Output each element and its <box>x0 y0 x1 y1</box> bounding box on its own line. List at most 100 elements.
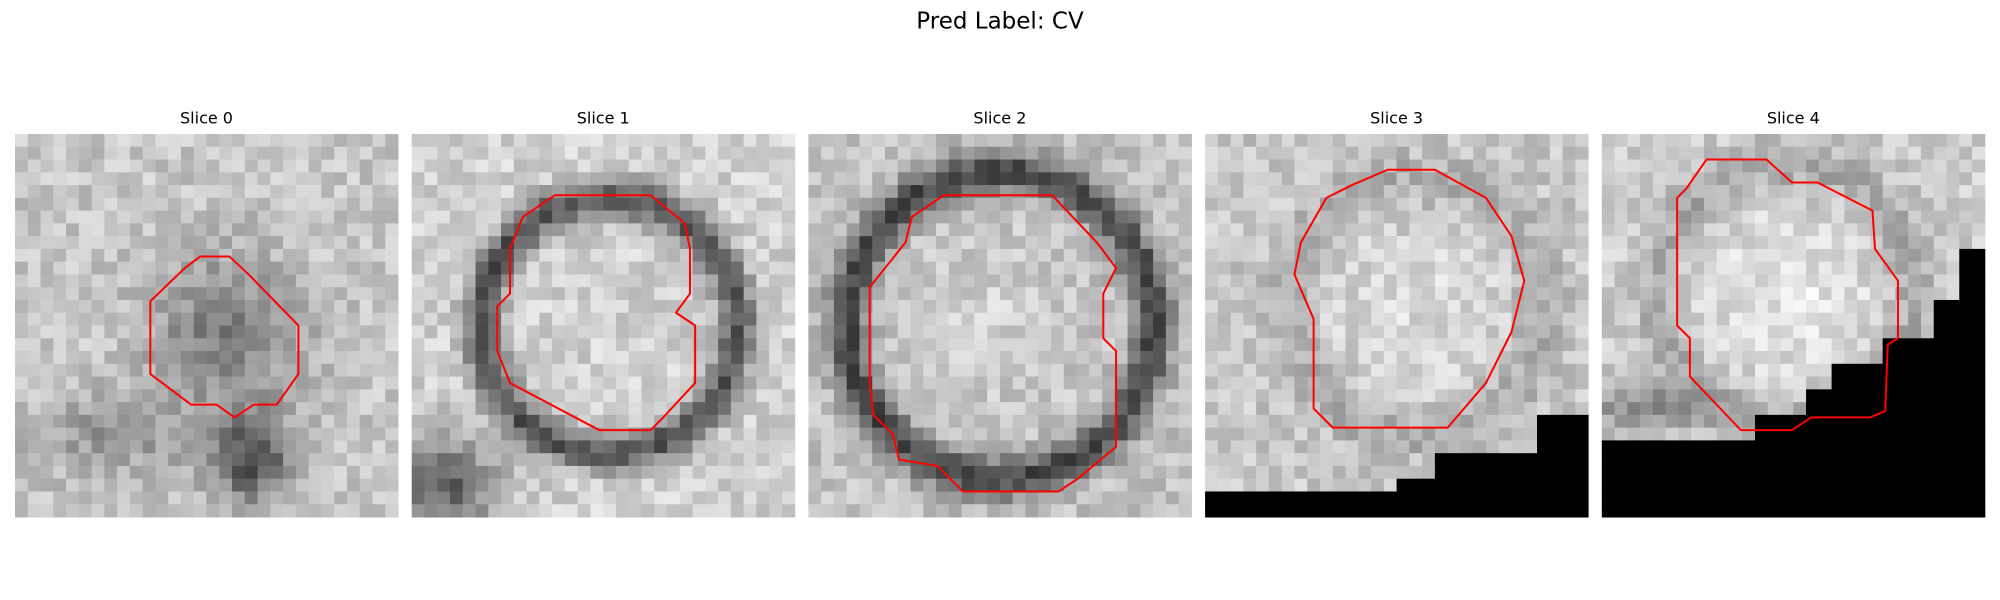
pixel <box>1473 504 1487 518</box>
pixel <box>359 134 373 148</box>
pixel <box>1114 223 1129 237</box>
pixel <box>1473 478 1487 492</box>
pixel <box>833 414 848 429</box>
pixel <box>104 159 118 173</box>
pixel <box>808 274 822 288</box>
pixel <box>180 338 195 352</box>
pixel <box>743 261 757 275</box>
pixel <box>1256 325 1270 339</box>
pixel <box>1485 504 1500 518</box>
pixel <box>104 465 118 480</box>
pixel <box>513 402 528 416</box>
pixel <box>1396 299 1410 314</box>
pixel <box>936 491 950 505</box>
pixel <box>564 453 579 467</box>
pixel <box>27 287 42 301</box>
pixel <box>910 223 924 237</box>
pixel <box>974 248 988 263</box>
pixel <box>1767 236 1782 250</box>
pixel <box>168 478 182 492</box>
pixel <box>833 312 848 327</box>
pixel <box>667 287 681 301</box>
pixel <box>1524 312 1538 327</box>
pixel <box>781 351 796 365</box>
pixel <box>1755 299 1769 314</box>
pixel <box>129 402 144 416</box>
pixel <box>769 197 783 212</box>
pixel <box>526 338 540 352</box>
pixel <box>78 312 93 327</box>
pixel <box>270 351 284 365</box>
pixel <box>1806 504 1820 518</box>
pixel <box>1127 427 1141 441</box>
pixel <box>667 172 681 186</box>
pixel <box>872 134 886 148</box>
pixel <box>1383 376 1398 390</box>
pixel <box>897 312 912 327</box>
pixel <box>1933 197 1948 212</box>
pixel <box>1089 197 1103 212</box>
pixel <box>1908 440 1922 454</box>
pixel <box>180 287 195 301</box>
pixel <box>961 261 975 275</box>
pixel <box>1127 236 1141 250</box>
pixel <box>1844 427 1858 441</box>
pixel <box>1652 299 1667 314</box>
pixel <box>78 389 93 403</box>
pixel <box>603 134 617 148</box>
pixel <box>552 299 566 314</box>
pixel <box>283 210 297 224</box>
pixel <box>1920 134 1935 148</box>
pixel <box>1665 325 1679 339</box>
pixel <box>488 274 502 288</box>
pixel <box>872 274 886 288</box>
pixel <box>859 440 873 454</box>
pixel <box>411 248 425 263</box>
pixel <box>1396 261 1410 275</box>
pixel <box>1230 248 1244 263</box>
pixel <box>385 491 399 505</box>
pixel <box>1575 491 1589 505</box>
pixel <box>450 299 464 314</box>
pixel <box>232 338 246 352</box>
pixel <box>885 491 899 505</box>
pixel <box>372 185 386 199</box>
pixel <box>654 210 668 224</box>
pixel <box>743 287 757 301</box>
pixel <box>346 414 361 429</box>
pixel <box>1691 478 1705 492</box>
pixel <box>1665 159 1679 173</box>
pixel <box>1102 453 1116 467</box>
pixel <box>1050 414 1065 429</box>
pixel <box>1396 134 1410 148</box>
pixel <box>872 197 886 212</box>
pixel <box>1511 478 1525 492</box>
pixel <box>1294 223 1308 237</box>
pixel <box>615 376 630 390</box>
pixel <box>1063 172 1078 186</box>
pixel <box>321 287 335 301</box>
pixel <box>40 172 54 186</box>
pixel <box>1678 172 1692 186</box>
pixel <box>1549 351 1564 365</box>
pixel <box>1831 134 1845 148</box>
pixel <box>1371 338 1385 352</box>
pixel <box>1434 261 1449 275</box>
pixel <box>1256 504 1270 518</box>
pixel <box>1447 402 1461 416</box>
pixel <box>66 414 80 429</box>
pixel <box>321 274 335 288</box>
pixel <box>1627 210 1641 224</box>
pixel <box>155 389 169 403</box>
pixel <box>1627 478 1641 492</box>
pixel <box>1691 427 1705 441</box>
pixel <box>411 504 425 518</box>
pixel <box>424 338 438 352</box>
pixel <box>270 414 284 429</box>
pixel <box>411 134 425 148</box>
pixel <box>1025 389 1039 403</box>
pixel <box>1332 402 1347 416</box>
pixel <box>564 159 579 173</box>
pixel <box>718 402 732 416</box>
pixel <box>1831 261 1845 275</box>
